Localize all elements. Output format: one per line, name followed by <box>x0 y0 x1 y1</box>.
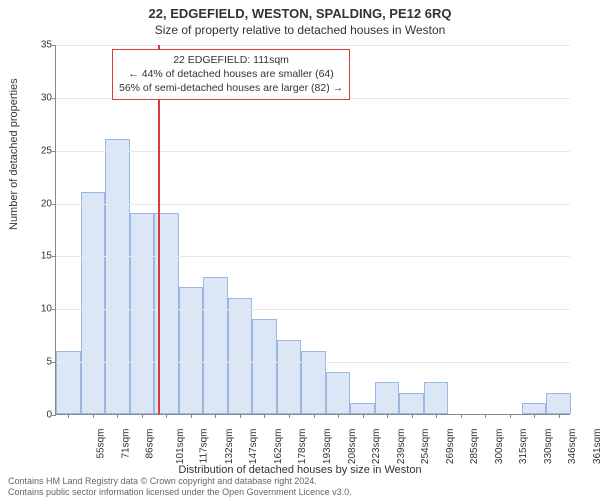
y-tick-label: 0 <box>28 410 52 421</box>
y-tick-mark <box>52 415 56 416</box>
histogram-bar <box>546 393 571 414</box>
grid-line <box>56 151 570 152</box>
x-tick-label: 147sqm <box>248 429 259 465</box>
x-axis-label: Distribution of detached houses by size … <box>0 464 600 476</box>
x-tick-label: 330sqm <box>543 429 554 465</box>
histogram-bar <box>228 298 253 414</box>
footer-line-1: Contains HM Land Registry data © Crown c… <box>8 476 352 487</box>
y-tick-mark <box>52 151 56 152</box>
grid-line <box>56 204 570 205</box>
footer-line-2: Contains public sector information licen… <box>8 487 352 498</box>
histogram-bar <box>179 287 204 414</box>
y-tick-mark <box>52 256 56 257</box>
x-tick-label: 162sqm <box>273 429 284 465</box>
histogram-bar <box>424 382 449 414</box>
x-tick-mark <box>68 414 69 418</box>
histogram-bar <box>105 139 130 414</box>
grid-line <box>56 256 570 257</box>
x-tick-mark <box>412 414 413 418</box>
histogram-bar <box>301 351 326 414</box>
x-tick-mark <box>264 414 265 418</box>
y-tick-mark <box>52 98 56 99</box>
y-tick-mark <box>52 309 56 310</box>
x-tick-label: 254sqm <box>420 429 431 465</box>
annotation-line: 56% of semi-detached houses are larger (… <box>119 81 343 95</box>
x-tick-label: 223sqm <box>371 429 382 465</box>
x-tick-mark <box>338 414 339 418</box>
chart-plot-area: 0510152025303555sqm71sqm86sqm101sqm117sq… <box>55 45 570 415</box>
x-tick-mark <box>215 414 216 418</box>
histogram-bar <box>130 213 155 414</box>
grid-line <box>56 362 570 363</box>
footer-attribution: Contains HM Land Registry data © Crown c… <box>8 476 352 498</box>
x-tick-label: 300sqm <box>494 429 505 465</box>
y-tick-label: 35 <box>28 40 52 51</box>
x-tick-label: 71sqm <box>120 429 131 459</box>
x-tick-mark <box>461 414 462 418</box>
x-tick-label: 269sqm <box>445 429 456 465</box>
x-tick-mark <box>93 414 94 418</box>
x-tick-mark <box>485 414 486 418</box>
page-title-main: 22, EDGEFIELD, WESTON, SPALDING, PE12 6R… <box>0 0 600 21</box>
y-tick-label: 15 <box>28 251 52 262</box>
y-axis-label: Number of detached properties <box>8 78 20 230</box>
grid-line <box>56 45 570 46</box>
x-tick-label: 55sqm <box>96 429 107 459</box>
y-tick-label: 30 <box>28 92 52 103</box>
histogram-bar <box>81 192 106 414</box>
x-tick-mark <box>142 414 143 418</box>
x-tick-mark <box>117 414 118 418</box>
x-tick-mark <box>314 414 315 418</box>
y-tick-label: 20 <box>28 198 52 209</box>
x-tick-label: 86sqm <box>145 429 156 459</box>
y-tick-label: 25 <box>28 145 52 156</box>
x-tick-mark <box>510 414 511 418</box>
x-tick-label: 178sqm <box>298 429 309 465</box>
x-tick-label: 132sqm <box>224 429 235 465</box>
histogram-bar <box>350 403 375 414</box>
x-tick-mark <box>387 414 388 418</box>
x-tick-label: 193sqm <box>322 429 333 465</box>
x-tick-mark <box>191 414 192 418</box>
histogram-bar <box>522 403 547 414</box>
x-tick-label: 315sqm <box>518 429 529 465</box>
x-tick-mark <box>363 414 364 418</box>
y-tick-label: 5 <box>28 357 52 368</box>
annotation-box: 22 EDGEFIELD: 111sqm← 44% of detached ho… <box>112 49 350 100</box>
histogram-bar <box>252 319 277 414</box>
x-tick-label: 285sqm <box>469 429 480 465</box>
x-tick-label: 346sqm <box>567 429 578 465</box>
y-tick-mark <box>52 204 56 205</box>
y-tick-mark <box>52 45 56 46</box>
grid-line <box>56 309 570 310</box>
y-tick-mark <box>52 362 56 363</box>
annotation-line: 22 EDGEFIELD: 111sqm <box>119 53 343 67</box>
x-tick-mark <box>289 414 290 418</box>
x-tick-label: 208sqm <box>347 429 358 465</box>
x-tick-label: 101sqm <box>175 429 186 465</box>
histogram-bar <box>56 351 81 414</box>
histogram-bar <box>277 340 302 414</box>
histogram-bar <box>399 393 424 414</box>
annotation-line: ← 44% of detached houses are smaller (64… <box>119 67 343 81</box>
x-tick-mark <box>436 414 437 418</box>
x-tick-mark <box>166 414 167 418</box>
bars-container <box>56 45 570 414</box>
histogram-bar <box>203 277 228 414</box>
x-tick-label: 361sqm <box>592 429 600 465</box>
histogram-bar <box>375 382 400 414</box>
x-tick-mark <box>240 414 241 418</box>
marker-line <box>158 45 160 414</box>
x-tick-mark <box>559 414 560 418</box>
page-title-sub: Size of property relative to detached ho… <box>0 21 600 37</box>
y-tick-label: 10 <box>28 304 52 315</box>
x-tick-label: 117sqm <box>199 429 210 464</box>
histogram-bar <box>326 372 351 414</box>
x-tick-mark <box>534 414 535 418</box>
x-tick-label: 239sqm <box>396 429 407 465</box>
